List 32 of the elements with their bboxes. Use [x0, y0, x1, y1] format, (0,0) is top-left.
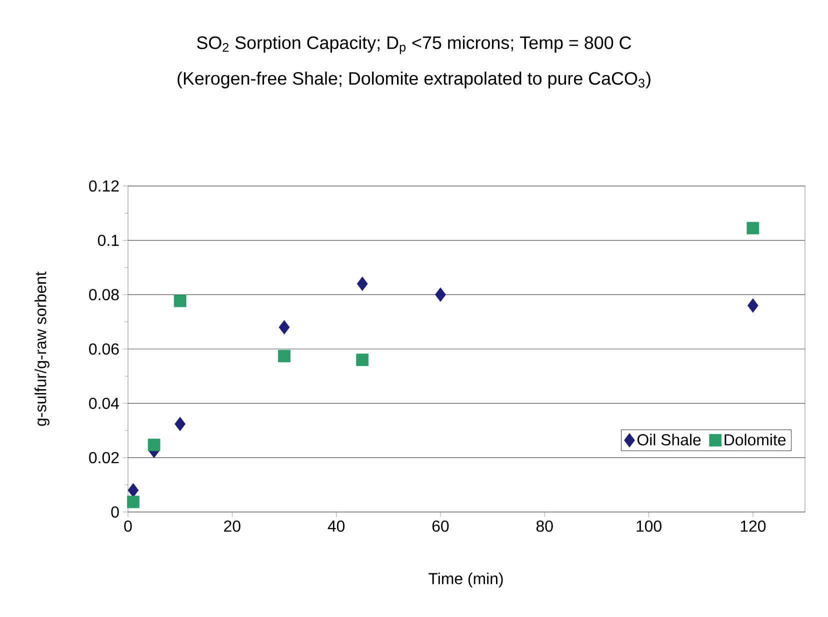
y-tick-label: 0.06 — [89, 343, 119, 355]
y-tick-label: 0.12 — [89, 180, 119, 192]
point — [174, 294, 186, 308]
chart-title: SO$_{2}$ Sorption Capacity; D$_{p}$ <75 microns; Temp = 800 C — [197, 36, 632, 54]
legend-label: Dolomite — [724, 434, 786, 446]
y-tick-label: 0.02 — [89, 452, 119, 464]
x-tick-label: 0 — [124, 520, 132, 532]
y-tick-label: 0.08 — [89, 289, 119, 300]
x-axis-title: Time (min) — [428, 572, 503, 588]
point — [356, 354, 369, 366]
x-tick-label: 20 — [224, 520, 240, 532]
point — [747, 298, 758, 313]
y-axis-title: g-sulfur/g-raw sorbent — [34, 272, 50, 426]
point — [128, 483, 139, 498]
y-tick-label: 0.1 — [98, 234, 119, 246]
point — [746, 222, 760, 234]
legend-label: Oil Shale — [637, 434, 701, 446]
point — [356, 276, 368, 291]
x-tick-label: 60 — [432, 520, 449, 532]
y-tick-label: 0.04 — [89, 398, 120, 409]
point — [278, 350, 290, 362]
x-tick-label: 40 — [328, 520, 345, 532]
point — [127, 496, 140, 508]
point — [174, 416, 186, 432]
point — [148, 438, 160, 452]
x-tick-label: 100 — [636, 520, 662, 532]
point — [435, 287, 446, 302]
chart-subtitle: (Kerogen-free Shale; Dolomite extrapolated to pure CaCO$_{3}$) — [178, 72, 650, 88]
x-tick-label: 80 — [536, 520, 553, 532]
x-tick-label: 120 — [740, 520, 766, 532]
y-tick-label: 0 — [111, 506, 119, 518]
point — [278, 320, 290, 334]
